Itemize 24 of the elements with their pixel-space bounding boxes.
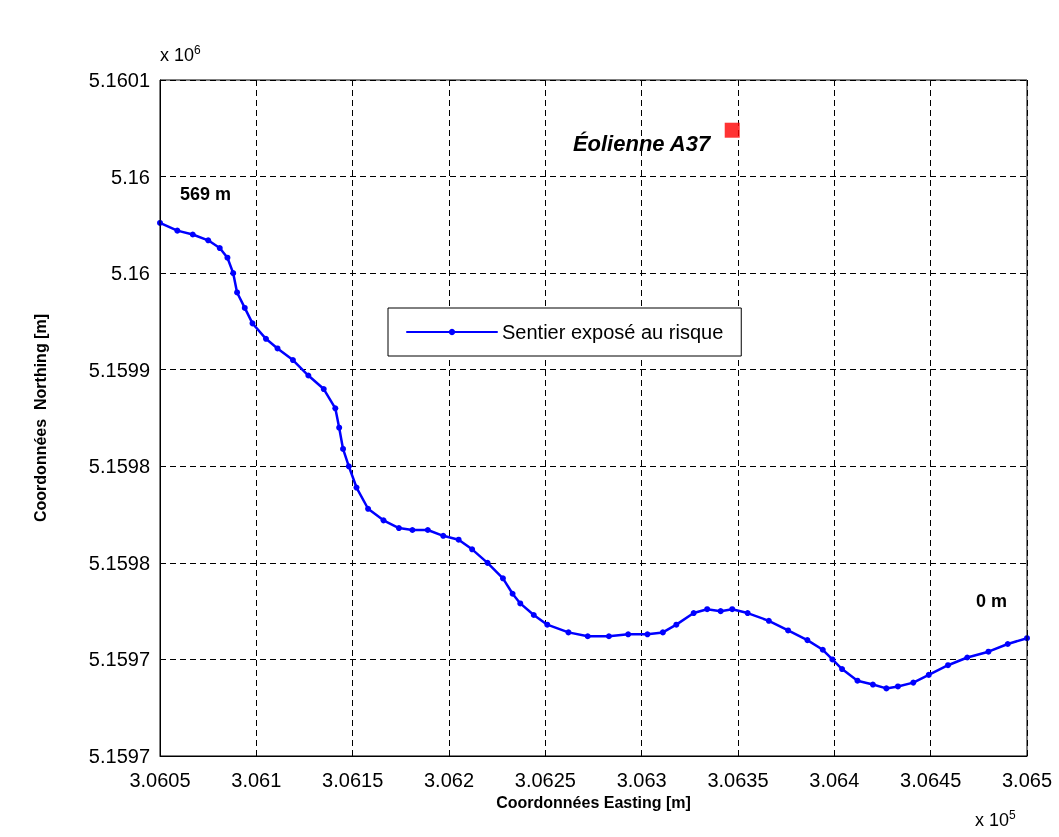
x-tick-label: 3.064 (809, 769, 860, 791)
y-tick-label: 5.1601 (88, 69, 150, 91)
x-tick-label: 3.063 (616, 769, 667, 791)
annotation: 0 m (975, 591, 1007, 612)
x-tick-label: 3.0625 (514, 769, 576, 791)
x-tick-label: 3.062 (423, 769, 475, 791)
y-axis-title: Coordonnées Northing [m] (31, 314, 49, 522)
y-tick-label: 5.1599 (88, 358, 150, 381)
x-tick-label: 3.0635 (707, 769, 769, 791)
y-tick-label: 5.1597 (88, 648, 150, 671)
annotation: 569 m (180, 183, 232, 204)
y-tick-label: 5.1598 (88, 551, 150, 574)
x-tick-label: 3.0645 (900, 769, 962, 791)
y-tick-label: 5.1597 (88, 745, 150, 767)
x-axis-title: Coordonnées Easting [m] (496, 794, 691, 812)
annotation: Éolienne A37 (572, 130, 712, 156)
y-tick-label: 5.16 (111, 165, 150, 188)
y-tick-label: 5.16 (111, 262, 150, 285)
x-tick-label: 3.0605 (129, 769, 191, 791)
x-tick-label: 3.065 (1001, 769, 1053, 791)
x-tick-label: 3.061 (231, 769, 282, 791)
legend-label: Sentier exposé au risque (502, 321, 724, 343)
y-tick-label: 5.1598 (88, 455, 150, 478)
x-tick-label: 3.0615 (322, 769, 384, 791)
